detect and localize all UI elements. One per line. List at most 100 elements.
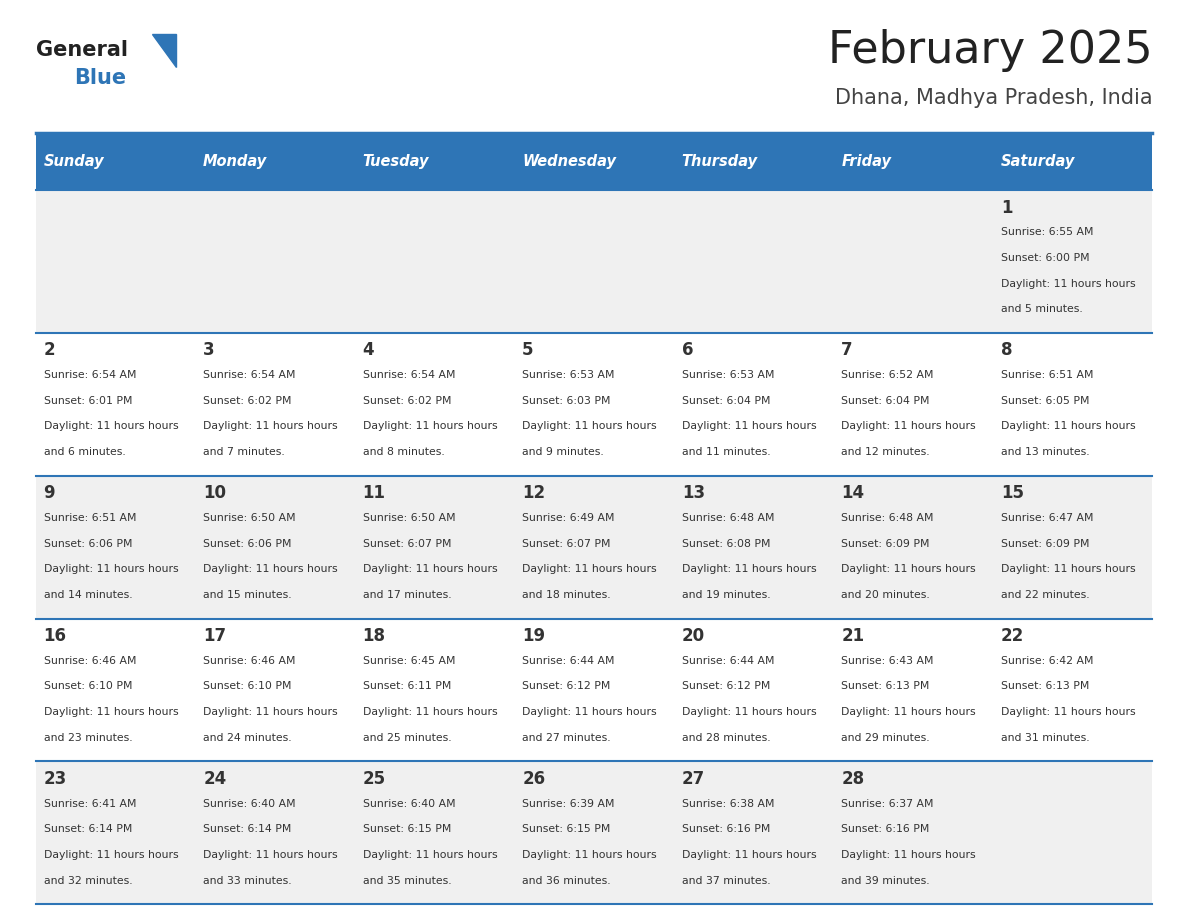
Text: Daylight: 11 hours hours: Daylight: 11 hours hours <box>362 707 498 717</box>
Text: Sunset: 6:05 PM: Sunset: 6:05 PM <box>1000 396 1089 406</box>
Text: Daylight: 11 hours hours: Daylight: 11 hours hours <box>44 565 178 575</box>
Bar <box>355 133 514 190</box>
Text: and 20 minutes.: and 20 minutes. <box>841 590 930 600</box>
Text: Sunset: 6:16 PM: Sunset: 6:16 PM <box>841 824 930 834</box>
Text: and 28 minutes.: and 28 minutes. <box>682 733 770 743</box>
Text: and 8 minutes.: and 8 minutes. <box>362 447 444 457</box>
Text: Saturday: Saturday <box>1000 154 1075 169</box>
Text: 15: 15 <box>1000 485 1024 502</box>
Text: 24: 24 <box>203 770 227 788</box>
Text: Tuesday: Tuesday <box>362 154 429 169</box>
Text: Sunset: 6:13 PM: Sunset: 6:13 PM <box>841 681 930 691</box>
Text: Sunset: 6:02 PM: Sunset: 6:02 PM <box>203 396 291 406</box>
Text: Sunset: 6:07 PM: Sunset: 6:07 PM <box>523 539 611 549</box>
Text: Sunday: Sunday <box>44 154 105 169</box>
Bar <box>833 133 993 190</box>
Text: Sunset: 6:13 PM: Sunset: 6:13 PM <box>1000 681 1089 691</box>
Text: Sunset: 6:10 PM: Sunset: 6:10 PM <box>44 681 132 691</box>
Text: and 15 minutes.: and 15 minutes. <box>203 590 292 600</box>
Text: and 19 minutes.: and 19 minutes. <box>682 590 770 600</box>
Text: 13: 13 <box>682 485 704 502</box>
Bar <box>36 476 1152 619</box>
Text: Daylight: 11 hours hours: Daylight: 11 hours hours <box>1000 565 1136 575</box>
Text: Sunset: 6:12 PM: Sunset: 6:12 PM <box>523 681 611 691</box>
Text: 22: 22 <box>1000 627 1024 645</box>
Text: Daylight: 11 hours hours: Daylight: 11 hours hours <box>362 565 498 575</box>
Text: Blue: Blue <box>74 68 126 88</box>
Text: Sunset: 6:00 PM: Sunset: 6:00 PM <box>1000 252 1089 263</box>
Text: 3: 3 <box>203 341 215 360</box>
Text: Sunset: 6:10 PM: Sunset: 6:10 PM <box>203 681 291 691</box>
Text: Daylight: 11 hours hours: Daylight: 11 hours hours <box>203 707 337 717</box>
Text: Monday: Monday <box>203 154 267 169</box>
Text: 17: 17 <box>203 627 226 645</box>
Text: and 6 minutes.: and 6 minutes. <box>44 447 126 457</box>
Text: Sunrise: 6:53 AM: Sunrise: 6:53 AM <box>523 370 614 380</box>
Text: Sunrise: 6:39 AM: Sunrise: 6:39 AM <box>523 799 614 809</box>
Text: Sunset: 6:02 PM: Sunset: 6:02 PM <box>362 396 451 406</box>
Text: 19: 19 <box>523 627 545 645</box>
Bar <box>36 619 1152 761</box>
Text: Sunset: 6:01 PM: Sunset: 6:01 PM <box>44 396 132 406</box>
Text: Sunrise: 6:47 AM: Sunrise: 6:47 AM <box>1000 513 1093 523</box>
Text: and 33 minutes.: and 33 minutes. <box>203 876 292 886</box>
Text: Dhana, Madhya Pradesh, India: Dhana, Madhya Pradesh, India <box>835 88 1152 108</box>
Text: 21: 21 <box>841 627 865 645</box>
Text: Sunrise: 6:44 AM: Sunrise: 6:44 AM <box>682 655 775 666</box>
Text: Sunrise: 6:50 AM: Sunrise: 6:50 AM <box>203 513 296 523</box>
Text: and 31 minutes.: and 31 minutes. <box>1000 733 1089 743</box>
Text: Sunset: 6:04 PM: Sunset: 6:04 PM <box>682 396 770 406</box>
Text: Daylight: 11 hours hours: Daylight: 11 hours hours <box>44 707 178 717</box>
Text: Sunset: 6:15 PM: Sunset: 6:15 PM <box>523 824 611 834</box>
Bar <box>674 133 833 190</box>
Text: Sunset: 6:16 PM: Sunset: 6:16 PM <box>682 824 770 834</box>
Bar <box>514 133 674 190</box>
Text: Daylight: 11 hours hours: Daylight: 11 hours hours <box>523 850 657 860</box>
Text: Sunrise: 6:43 AM: Sunrise: 6:43 AM <box>841 655 934 666</box>
Text: and 39 minutes.: and 39 minutes. <box>841 876 930 886</box>
Text: Sunrise: 6:41 AM: Sunrise: 6:41 AM <box>44 799 137 809</box>
Text: 12: 12 <box>523 485 545 502</box>
Text: and 11 minutes.: and 11 minutes. <box>682 447 770 457</box>
Text: Daylight: 11 hours hours: Daylight: 11 hours hours <box>841 421 975 431</box>
Polygon shape <box>152 34 176 67</box>
Bar <box>195 133 355 190</box>
Text: Daylight: 11 hours hours: Daylight: 11 hours hours <box>362 421 498 431</box>
Text: Sunset: 6:11 PM: Sunset: 6:11 PM <box>362 681 451 691</box>
Text: 1: 1 <box>1000 198 1012 217</box>
Text: 18: 18 <box>362 627 386 645</box>
Text: Daylight: 11 hours hours: Daylight: 11 hours hours <box>1000 707 1136 717</box>
Text: and 32 minutes.: and 32 minutes. <box>44 876 132 886</box>
Text: Sunset: 6:08 PM: Sunset: 6:08 PM <box>682 539 770 549</box>
Text: 4: 4 <box>362 341 374 360</box>
Text: 9: 9 <box>44 485 55 502</box>
Text: Sunset: 6:04 PM: Sunset: 6:04 PM <box>841 396 930 406</box>
Text: 8: 8 <box>1000 341 1012 360</box>
Text: 7: 7 <box>841 341 853 360</box>
Text: and 7 minutes.: and 7 minutes. <box>203 447 285 457</box>
Text: Thursday: Thursday <box>682 154 758 169</box>
Text: Daylight: 11 hours hours: Daylight: 11 hours hours <box>44 850 178 860</box>
Text: Sunrise: 6:54 AM: Sunrise: 6:54 AM <box>203 370 296 380</box>
Bar <box>36 761 1152 904</box>
Text: Sunset: 6:06 PM: Sunset: 6:06 PM <box>44 539 132 549</box>
Text: and 13 minutes.: and 13 minutes. <box>1000 447 1089 457</box>
Text: and 22 minutes.: and 22 minutes. <box>1000 590 1089 600</box>
Text: and 23 minutes.: and 23 minutes. <box>44 733 132 743</box>
Text: Sunset: 6:15 PM: Sunset: 6:15 PM <box>362 824 451 834</box>
Text: Daylight: 11 hours hours: Daylight: 11 hours hours <box>203 565 337 575</box>
Text: Sunset: 6:09 PM: Sunset: 6:09 PM <box>1000 539 1089 549</box>
Text: 16: 16 <box>44 627 67 645</box>
Text: Sunrise: 6:54 AM: Sunrise: 6:54 AM <box>362 370 455 380</box>
Text: Sunrise: 6:48 AM: Sunrise: 6:48 AM <box>682 513 775 523</box>
Text: and 5 minutes.: and 5 minutes. <box>1000 304 1082 314</box>
Bar <box>993 133 1152 190</box>
Text: Sunrise: 6:40 AM: Sunrise: 6:40 AM <box>203 799 296 809</box>
Text: and 36 minutes.: and 36 minutes. <box>523 876 611 886</box>
Text: Sunset: 6:07 PM: Sunset: 6:07 PM <box>362 539 451 549</box>
Text: 20: 20 <box>682 627 704 645</box>
Text: and 29 minutes.: and 29 minutes. <box>841 733 930 743</box>
Text: Sunrise: 6:42 AM: Sunrise: 6:42 AM <box>1000 655 1093 666</box>
Text: Daylight: 11 hours hours: Daylight: 11 hours hours <box>44 421 178 431</box>
Text: Sunrise: 6:53 AM: Sunrise: 6:53 AM <box>682 370 775 380</box>
